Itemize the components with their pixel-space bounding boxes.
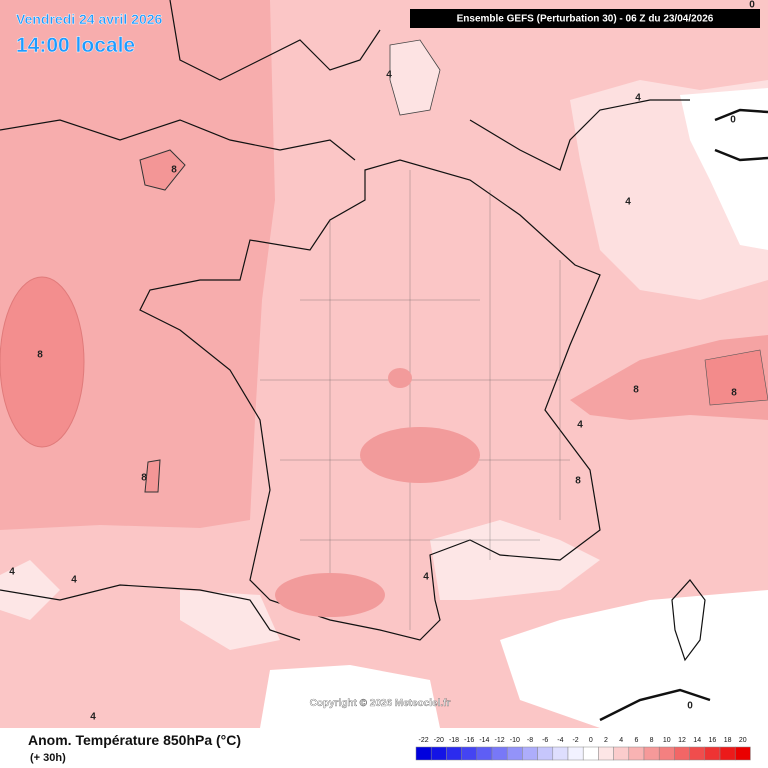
contour-label: 0 bbox=[749, 0, 755, 11]
legend-label: -8 bbox=[527, 737, 533, 744]
anomaly-zone bbox=[139, 149, 186, 191]
contour-label: 0 bbox=[687, 701, 693, 712]
contour-label: 4 bbox=[423, 572, 429, 583]
legend-label: 10 bbox=[663, 737, 671, 744]
legend-swatch bbox=[522, 746, 538, 761]
local-time: 14:00 locale bbox=[16, 34, 135, 57]
contour-label: 4 bbox=[577, 420, 583, 431]
legend-swatch bbox=[628, 746, 645, 761]
legend-swatch bbox=[567, 746, 584, 761]
contour-label: 4 bbox=[71, 575, 77, 586]
legend-swatch bbox=[658, 746, 675, 761]
legend-label: -16 bbox=[464, 737, 474, 744]
legend-label: 12 bbox=[678, 737, 686, 744]
run-banner bbox=[410, 9, 760, 28]
legend-swatch bbox=[430, 746, 447, 761]
contour-label: 4 bbox=[625, 197, 631, 208]
legend-label: 0 bbox=[589, 737, 593, 744]
legend-label: -20 bbox=[434, 737, 444, 744]
legend-label: -6 bbox=[542, 737, 548, 744]
contour-label: 8 bbox=[141, 473, 147, 484]
anomaly-zone bbox=[180, 590, 280, 650]
run-info: Ensemble GEFS (Perturbation 30) - 06 Z d… bbox=[457, 14, 714, 25]
legend-swatch bbox=[506, 746, 523, 761]
legend-swatch bbox=[491, 746, 508, 761]
legend-swatch bbox=[734, 746, 751, 761]
anomaly-zone bbox=[0, 0, 275, 530]
legend-label: 18 bbox=[724, 737, 732, 744]
legend-label: -22 bbox=[419, 737, 429, 744]
color-legend: -22 -20 -18 -16 -14 -12 -10 -8 -6 -4 -2 0 2 4 6 8 10 12 14… bbox=[415, 737, 751, 761]
legend-swatch bbox=[689, 746, 706, 761]
contour-label: 8 bbox=[633, 385, 639, 396]
anomaly-zone bbox=[0, 560, 60, 620]
anomaly-zone bbox=[680, 88, 768, 250]
copyright: Copyright © 2026 Meteociel.fr bbox=[310, 698, 451, 709]
legend-label: 6 bbox=[634, 737, 638, 744]
anomaly-zone bbox=[260, 665, 440, 728]
anomaly-zone bbox=[275, 573, 385, 617]
legend-label: -18 bbox=[449, 737, 459, 744]
contour-label: 8 bbox=[575, 476, 581, 487]
legend-swatch bbox=[582, 746, 599, 761]
contour-label: 0 bbox=[730, 115, 736, 126]
lead-time: (+ 30h) bbox=[30, 752, 66, 764]
legend-swatch bbox=[537, 746, 554, 761]
anomaly-zone bbox=[389, 39, 441, 116]
legend-label: 4 bbox=[619, 737, 623, 744]
anomaly-zone bbox=[704, 349, 768, 406]
contour-label: 8 bbox=[731, 388, 737, 399]
footer-title: Anom. Température 850hPa (°C) bbox=[28, 732, 241, 748]
anomaly-zone bbox=[144, 459, 161, 493]
legend-swatch bbox=[643, 746, 660, 761]
contour-label: 4 bbox=[90, 712, 96, 723]
legend-swatch bbox=[674, 746, 690, 761]
contour-label: 4 bbox=[386, 70, 392, 81]
legend-swatch bbox=[552, 746, 569, 761]
coastline bbox=[0, 99, 690, 641]
france-outline bbox=[139, 159, 601, 641]
contour-zero bbox=[599, 108, 768, 722]
coastline bbox=[0, 0, 381, 161]
anomaly-zone bbox=[500, 590, 768, 728]
anomaly-zone bbox=[360, 427, 480, 483]
corsica bbox=[671, 579, 706, 662]
legend-label: -4 bbox=[557, 737, 563, 744]
legend-label: -14 bbox=[479, 737, 489, 744]
contour-label: 8 bbox=[37, 350, 43, 361]
legend-swatch bbox=[613, 746, 630, 761]
legend-swatch bbox=[704, 746, 721, 761]
legend-label: 2 bbox=[604, 737, 608, 744]
anomaly-zone bbox=[388, 368, 412, 388]
legend-label: 14 bbox=[693, 737, 701, 744]
legend-label: -10 bbox=[510, 737, 520, 744]
contour-labels: 4 4 0 0 8 4 8 8 8 8 4 8 4 4 4 0 4 bbox=[9, 0, 755, 723]
legend-swatch bbox=[719, 746, 736, 761]
legend-swatch bbox=[461, 746, 478, 761]
legend-label: -12 bbox=[495, 737, 505, 744]
legend-label: -2 bbox=[572, 737, 578, 744]
contour-label: 4 bbox=[635, 93, 641, 104]
legend-swatch bbox=[476, 746, 493, 761]
legend-swatch bbox=[446, 746, 462, 761]
legend-label: 8 bbox=[650, 737, 654, 744]
anomaly-zone bbox=[0, 276, 85, 448]
date: Vendredi 24 avril 2026 bbox=[16, 11, 163, 27]
contour-label: 4 bbox=[9, 567, 15, 578]
contour-label: 8 bbox=[171, 165, 177, 176]
legend-label: 20 bbox=[739, 737, 747, 744]
legend-label: 16 bbox=[709, 737, 717, 744]
legend-swatch bbox=[415, 746, 432, 761]
legend-swatch bbox=[598, 746, 614, 761]
